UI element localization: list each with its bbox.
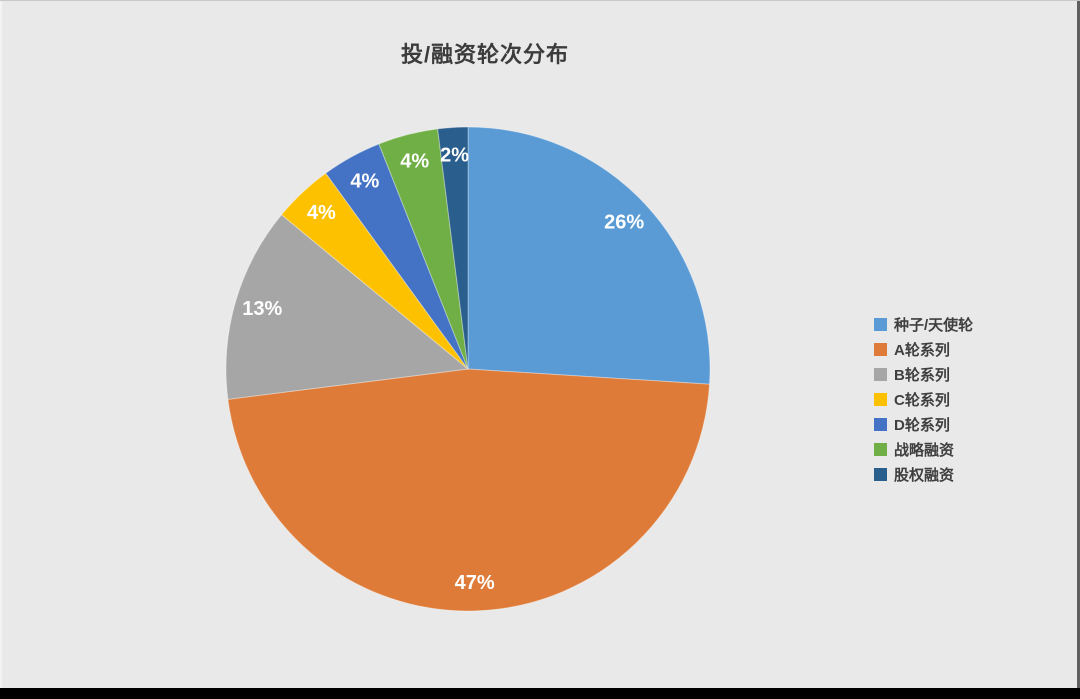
left-edge-divider (0, 1, 2, 689)
pie-data-label: 47% (455, 572, 495, 594)
chart-title: 投/融资轮次分布 (400, 42, 570, 67)
legend-item: D轮系列 (874, 412, 973, 437)
legend-item: 种子/天使轮 (874, 312, 973, 337)
legend-item: B轮系列 (874, 362, 973, 387)
pie-data-label: 13% (242, 298, 282, 320)
right-edge-divider (1077, 1, 1080, 689)
legend-swatch-icon (874, 318, 887, 331)
legend-item: C轮系列 (874, 387, 973, 412)
pie-chart: 26% 47% 13% 4% 4% 4% 2% (225, 126, 711, 612)
legend-swatch-icon (874, 418, 887, 431)
legend-label: A轮系列 (894, 342, 950, 359)
legend-label: 种子/天使轮 (894, 317, 974, 334)
legend-swatch-icon (874, 343, 887, 356)
legend-swatch-icon (874, 368, 887, 381)
legend-swatch-icon (874, 468, 887, 481)
pie-slice-2 (227, 368, 711, 612)
pie-slice-6 (378, 128, 469, 370)
legend-label: C轮系列 (894, 392, 950, 409)
legend-label: D轮系列 (894, 417, 950, 434)
legend-item: A轮系列 (874, 337, 973, 362)
legend-label: B轮系列 (894, 367, 950, 384)
legend-swatch-icon (874, 443, 887, 456)
legend-item: 战略融资 (874, 437, 973, 462)
legend-swatch-icon (874, 393, 887, 406)
pie-slice-7 (437, 126, 469, 370)
pie-data-label: 2% (440, 144, 469, 166)
bottom-bar (0, 688, 1080, 699)
pie-data-label: 4% (400, 151, 429, 173)
legend: 种子/天使轮 A轮系列 B轮系列 C轮系列 D轮系列战略融资股权融资 (874, 312, 973, 487)
pie-slice-3 (225, 214, 470, 400)
pie-slice-5 (325, 143, 469, 370)
pie-data-label: 4% (307, 202, 336, 224)
pie-slice-4 (280, 172, 469, 370)
legend-label: 战略融资 (894, 442, 955, 459)
legend-label: 股权融资 (894, 467, 955, 484)
pie-data-label: 26% (604, 211, 644, 233)
legend-item: 股权融资 (874, 462, 973, 487)
pie-data-label: 4% (350, 170, 379, 192)
pie-slice-1 (467, 126, 711, 385)
